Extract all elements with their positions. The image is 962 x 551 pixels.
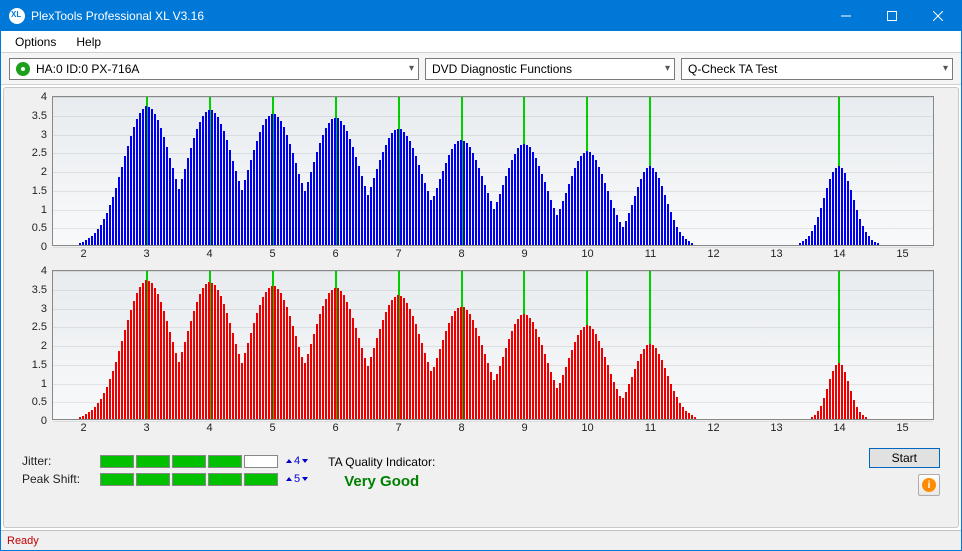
jitter-value: 4 bbox=[286, 455, 308, 467]
top-chart: 00.511.522.533.54 23456789101112131415 bbox=[12, 96, 950, 266]
window-controls bbox=[823, 1, 961, 31]
disc-icon bbox=[16, 62, 30, 76]
minimize-button[interactable] bbox=[823, 1, 869, 31]
app-icon bbox=[9, 8, 25, 24]
test-select[interactable]: Q-Check TA Test ▾ bbox=[681, 58, 953, 80]
jitter-row: Jitter: 4 bbox=[22, 454, 308, 468]
buttons-column: Start i bbox=[869, 448, 940, 496]
menu-help[interactable]: Help bbox=[66, 33, 111, 51]
chart-plot-area: 00.511.522.533.54 bbox=[52, 96, 934, 246]
titlebar: PlexTools Professional XL V3.16 bbox=[1, 1, 961, 31]
metrics-column: Jitter: 4 Peak Shift: 5 bbox=[22, 454, 308, 490]
start-button[interactable]: Start bbox=[869, 448, 940, 468]
x-axis-labels: 23456789101112131415 bbox=[52, 246, 934, 266]
jitter-bar bbox=[100, 455, 278, 468]
ta-indicator: TA Quality Indicator: Very Good bbox=[328, 455, 435, 490]
chart-plot-area: 00.511.522.533.54 bbox=[52, 270, 934, 420]
function-select[interactable]: DVD Diagnostic Functions ▾ bbox=[425, 58, 675, 80]
toolbar: HA:0 ID:0 PX-716A ▾ DVD Diagnostic Funct… bbox=[1, 53, 961, 85]
peak-shift-value: 5 bbox=[286, 473, 308, 485]
chart-bars bbox=[53, 271, 933, 419]
peak-shift-bar bbox=[100, 473, 278, 486]
maximize-button[interactable] bbox=[869, 1, 915, 31]
peak-shift-label: Peak Shift: bbox=[22, 472, 92, 486]
menu-options[interactable]: Options bbox=[5, 33, 66, 51]
results-panel: Jitter: 4 Peak Shift: 5 TA Quality Indic… bbox=[12, 440, 950, 502]
function-select-value: DVD Diagnostic Functions bbox=[432, 62, 572, 76]
x-axis-labels: 23456789101112131415 bbox=[52, 420, 934, 440]
bottom-chart: 00.511.522.533.54 23456789101112131415 bbox=[12, 270, 950, 440]
drive-select[interactable]: HA:0 ID:0 PX-716A ▾ bbox=[9, 58, 419, 80]
statusbar: Ready bbox=[1, 530, 961, 550]
y-axis-labels: 00.511.522.533.54 bbox=[21, 97, 49, 245]
info-button[interactable]: i bbox=[918, 474, 940, 496]
info-icon: i bbox=[922, 478, 936, 492]
y-axis-labels: 00.511.522.533.54 bbox=[21, 271, 49, 419]
drive-select-value: HA:0 ID:0 PX-716A bbox=[36, 62, 139, 76]
chevron-down-icon: ▾ bbox=[943, 63, 948, 74]
chevron-down-icon: ▾ bbox=[665, 63, 670, 74]
ta-indicator-label: TA Quality Indicator: bbox=[328, 455, 435, 469]
test-select-value: Q-Check TA Test bbox=[688, 62, 777, 76]
close-button[interactable] bbox=[915, 1, 961, 31]
chart-bars bbox=[53, 97, 933, 245]
ta-indicator-value: Very Good bbox=[344, 473, 419, 490]
content-panel: 00.511.522.533.54 23456789101112131415 0… bbox=[3, 87, 959, 528]
jitter-label: Jitter: bbox=[22, 454, 92, 468]
menubar: Options Help bbox=[1, 31, 961, 53]
status-text: Ready bbox=[7, 535, 39, 547]
peak-shift-row: Peak Shift: 5 bbox=[22, 472, 308, 486]
window-title: PlexTools Professional XL V3.16 bbox=[31, 9, 823, 23]
chevron-down-icon: ▾ bbox=[409, 63, 414, 74]
